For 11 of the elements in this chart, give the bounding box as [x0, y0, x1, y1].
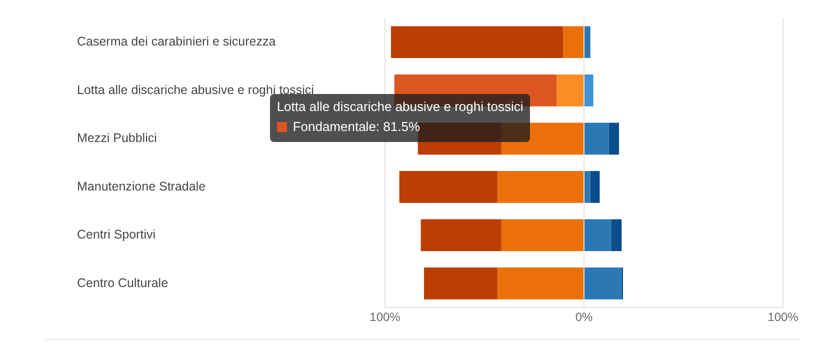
y-tick-label: Centro Culturale [77, 276, 168, 290]
y-tick-label: Caserma dei carabinieri e sicurezza [77, 34, 276, 49]
annotation: Fondamentale: 81.5% [292, 119, 420, 134]
x-tick-label: 100% [768, 310, 799, 324]
y-tick-label: Manutenzione Stradale [77, 179, 206, 194]
y-tick-label: Centri Sportivi [77, 228, 156, 242]
category-label: Lotta alle discariche abusive e roghi tossici [276, 99, 524, 114]
y-tick-label: Lotta alle discariche abusive e roghi tossici [77, 82, 314, 97]
y-tick-label: Mezzi Pubblici [77, 131, 157, 146]
x-tick-label: 0% [575, 310, 593, 324]
x-tick-label: 100% [370, 310, 401, 324]
